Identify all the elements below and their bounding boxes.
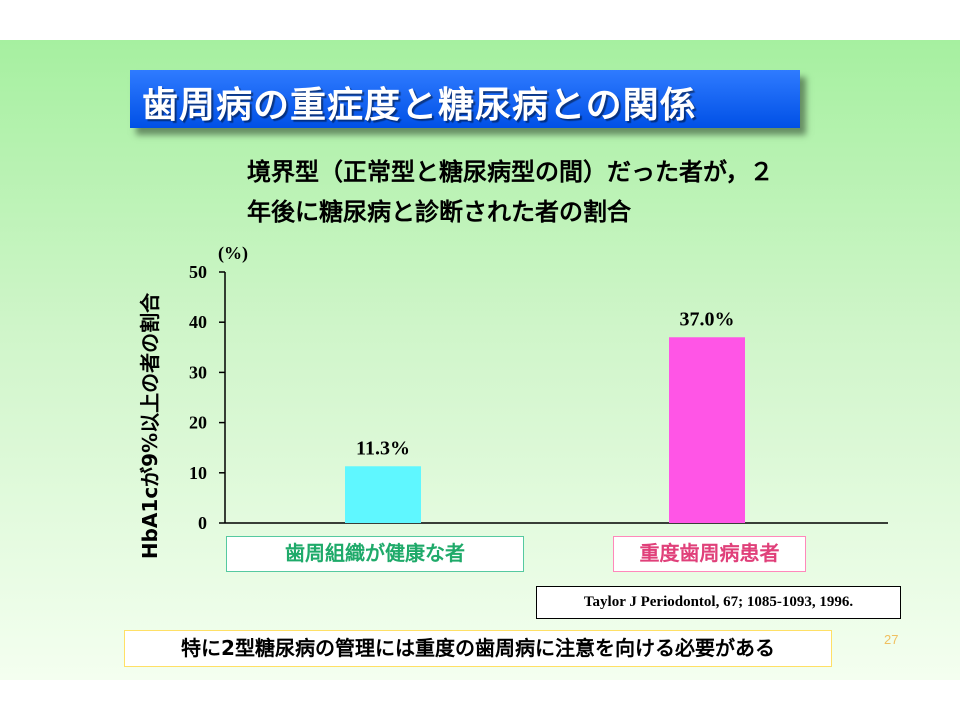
y-tick-label: 40 [189,312,207,332]
data-labels: 11.3% 37.0% [356,308,734,459]
y-ticks: 0 10 20 30 40 50 [189,262,225,533]
chart-axes [224,272,888,524]
category-label-healthy: 歯周組織が健康な者 [226,536,524,572]
data-label: 37.0% [680,308,735,330]
reference-citation: Taylor J Periodontol, 67; 1085-1093, 199… [536,586,901,619]
y-unit-label: (%) [218,243,248,264]
y-tick-label: 0 [198,513,207,533]
y-tick-label: 50 [189,262,207,282]
note-box: 特に2型糖尿病の管理には重度の歯周病に注意を向ける必要がある [124,630,832,667]
y-axis-label: HbA1cが9%以上の者の割合 [138,292,162,559]
y-tick-label: 10 [189,463,207,483]
slide-title: 歯周病の重症度と糖尿病との関係 [142,85,697,126]
page-number: 27 [884,632,899,647]
bar-healthy [345,466,421,523]
data-label: 11.3% [356,437,410,459]
subtitle-line-2: 年後に糖尿病と診断された者の割合 [247,198,631,226]
title-box: 歯周病の重症度と糖尿病との関係 [130,70,800,128]
bars [345,337,745,523]
subtitle-line-1: 境界型（正常型と糖尿病型の間）だった者が，２ [247,158,774,186]
slide: 歯周病の重症度と糖尿病との関係 境界型（正常型と糖尿病型の間）だった者が，２ 年… [0,40,960,680]
category-label-severe: 重度歯周病患者 [613,536,806,572]
y-tick-label: 20 [189,413,207,433]
y-tick-label: 30 [189,362,207,382]
bar-chart: 0 10 20 30 40 50 11.3% 37.0% (%) HbA1cが9%以上の者の… [138,243,888,559]
bar-severe [669,337,745,523]
